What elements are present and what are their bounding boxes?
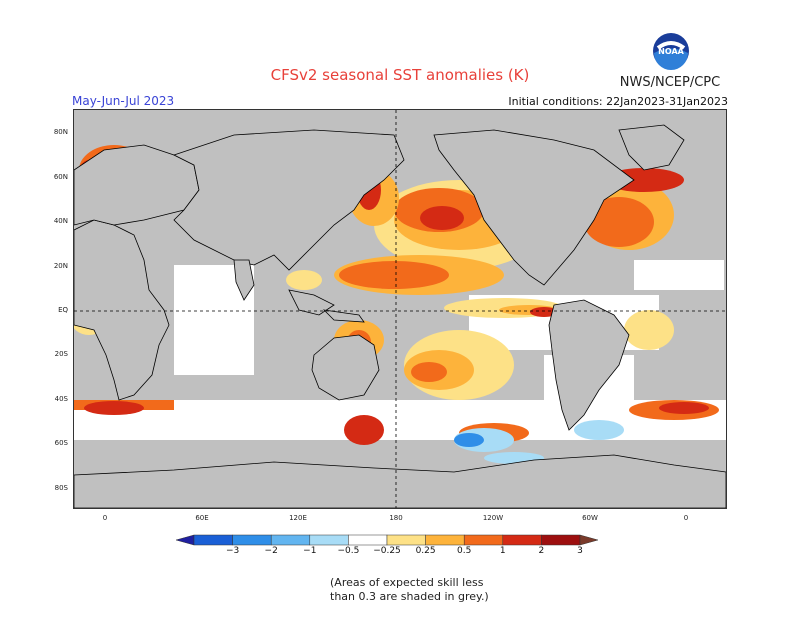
cool-anomalies: [454, 420, 624, 464]
map-title: CFSv2 seasonal SST anomalies (K): [270, 66, 530, 84]
lon-label: 120W: [482, 514, 504, 522]
continents: [74, 124, 726, 508]
colorbar-tick-label: 0.5: [457, 546, 472, 556]
colorbar: [176, 534, 599, 546]
lat-label: 20N: [53, 262, 68, 270]
colorbar-segment: [270, 534, 311, 546]
colorbar-tick-label: −1: [303, 546, 317, 556]
colorbar-tick-label: −2: [264, 546, 278, 556]
colorbar-segment: [193, 534, 233, 546]
colorbar-segment: [309, 534, 349, 546]
lon-label: 180: [389, 514, 403, 522]
colorbar-tick-label: 2: [538, 546, 545, 556]
skill-note-line-2: than 0.3 are shaded in grey.): [330, 590, 489, 603]
noaa-logo: NOAA: [653, 33, 689, 70]
lon-label: 120E: [289, 514, 307, 522]
colorbar-tick-label: −3: [225, 546, 240, 556]
lat-label: 40S: [54, 395, 68, 403]
colorbar-segment: [348, 534, 388, 546]
colorbar-segment: [386, 534, 426, 546]
skill-note-line-1: (Areas of expected skill less: [330, 576, 484, 589]
initial-conditions: Initial conditions: 22Jan2023-31Jan2023: [508, 95, 728, 108]
lat-label: 20S: [54, 350, 68, 358]
lon-label: 60W: [582, 514, 598, 522]
colorbar-extend-low: [176, 534, 195, 546]
lon-label: 60E: [195, 514, 209, 522]
colorbar-segment: [502, 534, 542, 546]
lat-label: 60S: [54, 439, 68, 447]
colorbar-tick-label: 1: [499, 546, 506, 556]
sst-map: [73, 109, 727, 509]
lat-label: 80N: [53, 128, 68, 136]
lon-label: 0: [683, 514, 689, 522]
lat-label: EQ: [58, 306, 68, 314]
colorbar-tick-label: −0.25: [373, 546, 401, 556]
colorbar-segment: [463, 534, 504, 546]
colorbar-tick-label: 0.25: [415, 546, 436, 556]
colorbar-segment: [232, 534, 272, 546]
skill-note: (Areas of expected skill less than 0.3 a…: [330, 576, 550, 604]
season-label: May-Jun-Jul 2023: [72, 94, 175, 108]
colorbar-tick-label: 3: [577, 546, 583, 556]
lon-label: 0: [102, 514, 108, 522]
colorbar-segment: [425, 534, 465, 546]
svg-text:NOAA: NOAA: [658, 47, 684, 56]
colorbar-extend-high: [579, 534, 599, 546]
lat-label: 80S: [54, 484, 68, 492]
colorbar-tick-label: −0.5: [337, 546, 360, 556]
agency-label: NWS/NCEP/CPC: [619, 75, 721, 90]
lat-label: 60N: [53, 173, 68, 181]
lat-label: 40N: [53, 217, 68, 225]
colorbar-segment: [541, 534, 581, 546]
